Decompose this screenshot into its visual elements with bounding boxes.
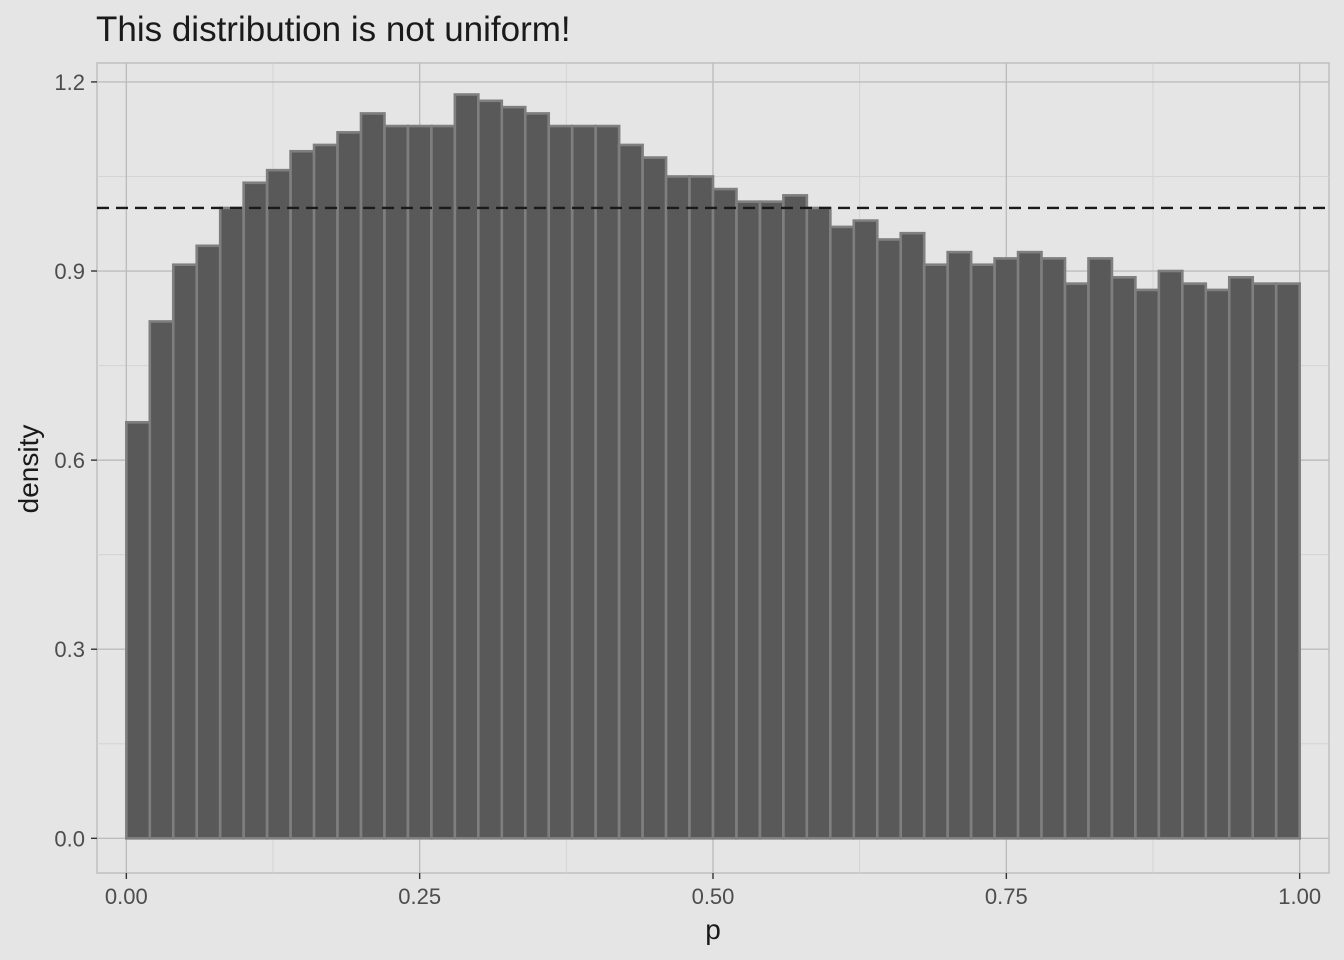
histogram-bar xyxy=(430,124,457,840)
histogram-bar xyxy=(477,99,504,840)
histogram-bar xyxy=(336,131,363,840)
histogram-bar xyxy=(1063,282,1090,840)
histogram-bar xyxy=(688,175,715,840)
histogram-bar xyxy=(1134,288,1161,840)
histogram-bar xyxy=(805,206,832,840)
histogram-bar xyxy=(359,112,386,840)
histogram-bar xyxy=(171,263,199,840)
histogram-bar xyxy=(852,219,879,840)
histogram-bar xyxy=(500,105,527,840)
ticks-layer: 0.00 0.25 0.50 0.75 1.00 0.0 0.3 0.6 0.9 1.2 xyxy=(54,70,1321,909)
histogram-bar xyxy=(453,93,480,840)
histogram-bar xyxy=(946,250,973,840)
histogram-bar xyxy=(547,124,574,840)
histogram-bar xyxy=(1016,250,1043,840)
y-tick-label: 0.6 xyxy=(54,448,85,473)
y-tick-label: 0.0 xyxy=(54,826,85,851)
histogram-bar xyxy=(1227,276,1255,840)
histogram-bar xyxy=(289,149,316,840)
histogram-bar xyxy=(1204,288,1231,840)
histogram-bar xyxy=(383,124,410,840)
x-tick-label: 0.00 xyxy=(105,884,148,909)
histogram-bar xyxy=(969,263,996,840)
histogram-bar xyxy=(782,194,809,840)
x-tick-label: 0.50 xyxy=(692,884,735,909)
histogram-bar xyxy=(664,175,691,840)
histogram-bar xyxy=(523,112,551,840)
y-axis-title: density xyxy=(13,425,44,514)
histogram-bar xyxy=(1181,282,1208,840)
histogram-bar xyxy=(829,225,856,840)
histogram-bar xyxy=(406,124,433,840)
histogram-bar xyxy=(195,244,222,840)
histogram-bar xyxy=(312,143,339,840)
histogram-bar xyxy=(594,124,621,840)
histogram-bar xyxy=(641,156,668,840)
histogram-bar xyxy=(1110,276,1137,840)
histogram-bar xyxy=(1251,282,1278,840)
histogram-bar xyxy=(1040,257,1067,840)
histogram-bar xyxy=(242,181,269,840)
histogram-bar xyxy=(1087,257,1114,840)
y-tick-label: 0.9 xyxy=(54,259,85,284)
histogram-bar xyxy=(125,420,152,840)
histogram-bar xyxy=(1274,282,1301,840)
x-tick-label: 1.00 xyxy=(1278,884,1321,909)
histogram-bar xyxy=(148,320,175,840)
chart-title: This distribution is not uniform! xyxy=(96,10,571,49)
y-tick-label: 1.2 xyxy=(54,70,85,95)
histogram-bar xyxy=(993,257,1020,840)
histogram-bar xyxy=(899,231,926,840)
histogram-bar xyxy=(617,143,644,840)
histogram-bar xyxy=(922,263,949,840)
histogram-bar xyxy=(570,124,597,840)
histogram-bar xyxy=(758,200,785,840)
y-tick-label: 0.3 xyxy=(54,637,85,662)
x-tick-label: 0.75 xyxy=(985,884,1028,909)
histogram-bar xyxy=(735,200,762,840)
histogram-bar xyxy=(218,206,245,840)
histogram-bar xyxy=(265,168,292,840)
x-axis-title: p xyxy=(705,914,721,945)
histogram-bar xyxy=(875,238,903,840)
x-tick-label: 0.25 xyxy=(398,884,441,909)
histogram-bar xyxy=(1157,269,1184,840)
bars-layer xyxy=(125,93,1301,840)
histogram-bar xyxy=(711,187,738,840)
